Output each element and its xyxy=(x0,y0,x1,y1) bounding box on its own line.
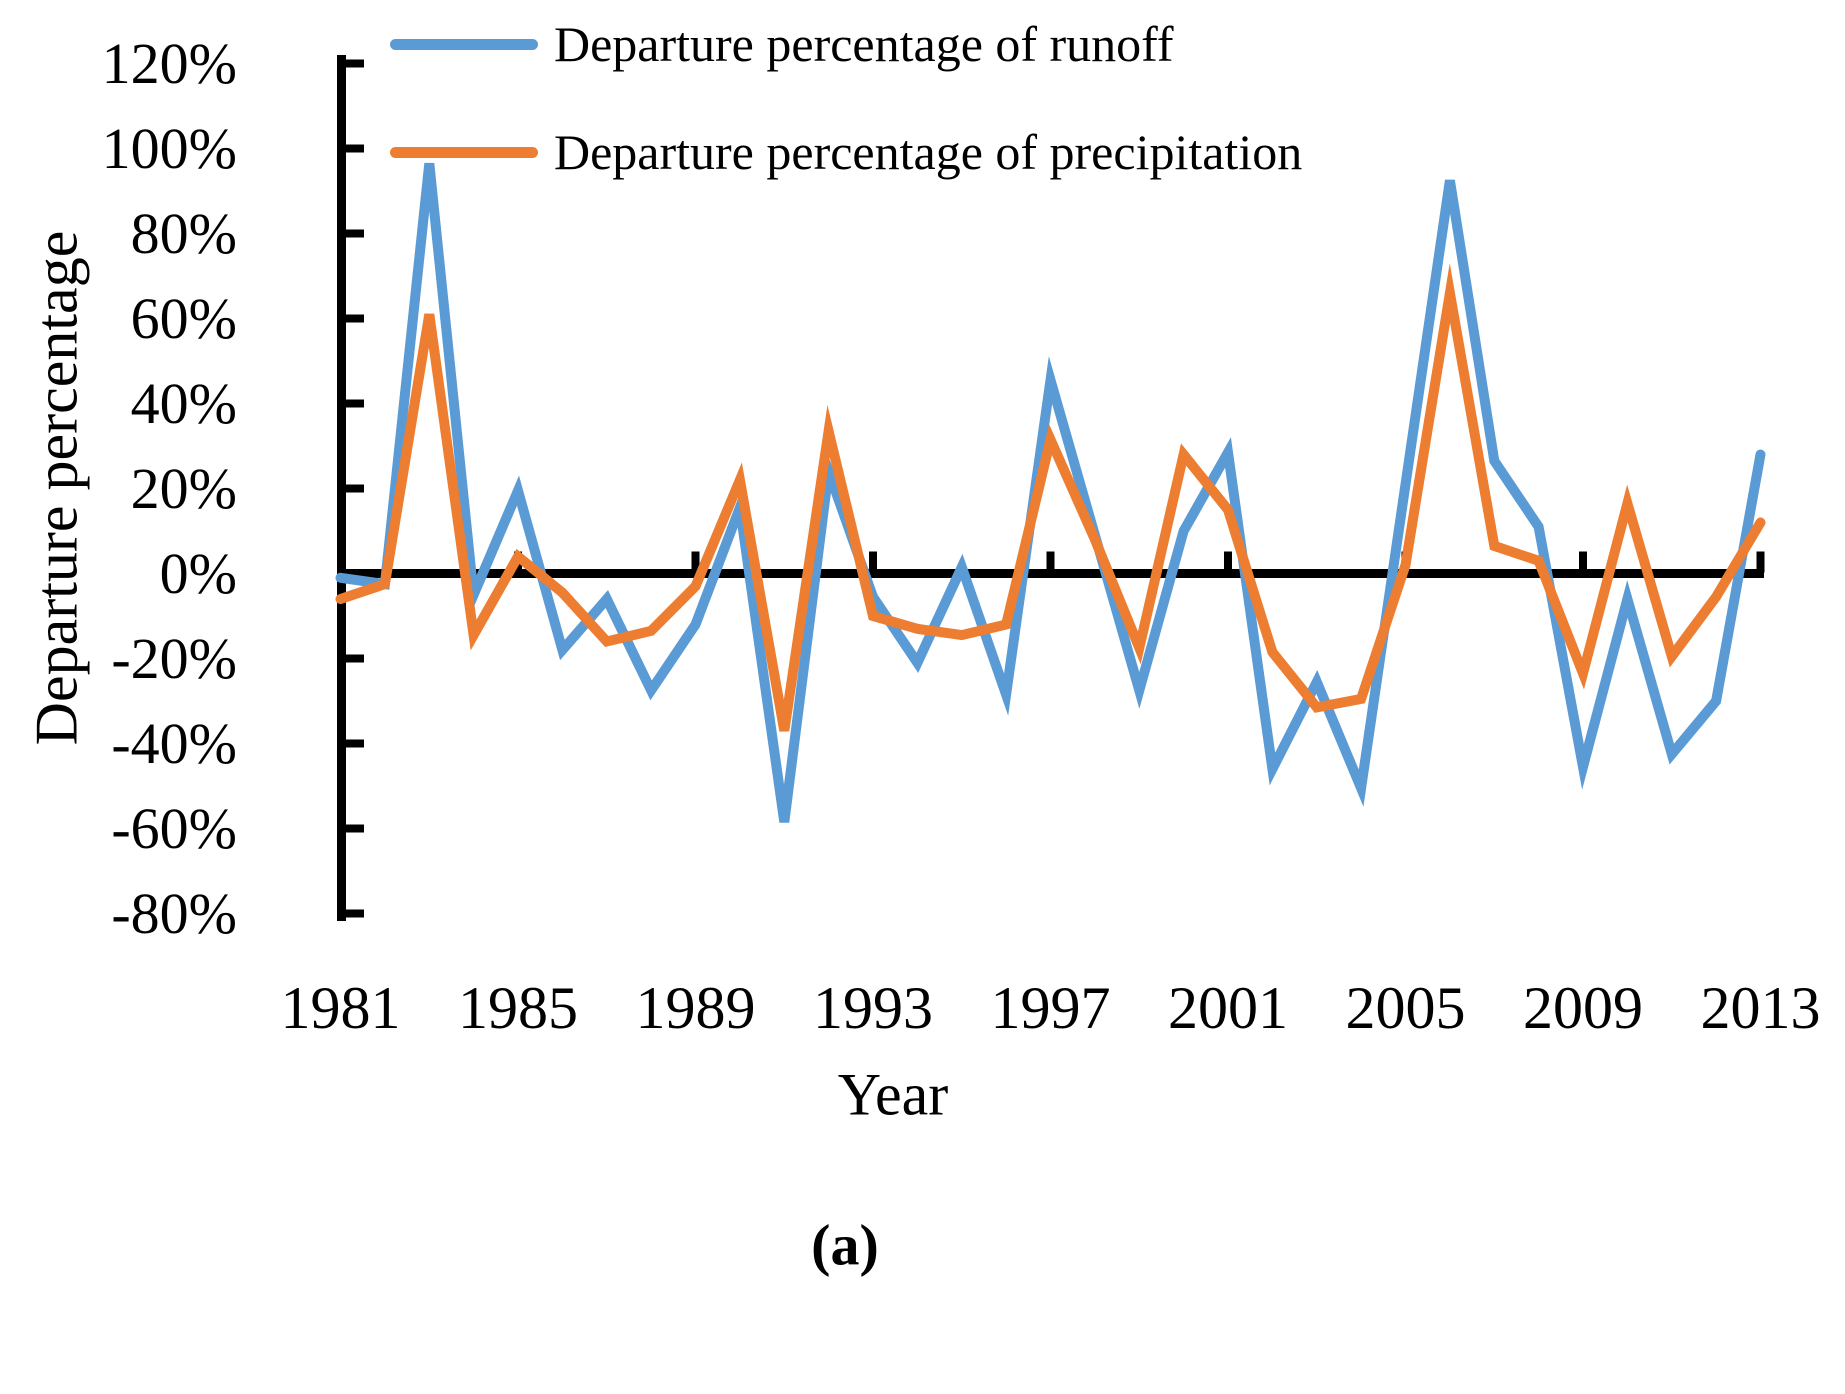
y-axis: 120% 100% 80% 60% 40% 20% 0% -20% -40% -60% -80% xyxy=(102,31,364,946)
runoff-series-line xyxy=(335,162,1766,823)
y-tick-label: -60% xyxy=(111,796,237,861)
runoff-legend-label: Departure percentage of runoff xyxy=(554,16,1174,72)
x-tick-label: 1985 xyxy=(458,975,578,1041)
y-tick-label: 120% xyxy=(102,31,237,96)
legend-item-precipitation: Departure percentage of precipitation xyxy=(390,122,1302,182)
figure-caption: (a) xyxy=(811,1212,879,1278)
x-tick-label: 1981 xyxy=(281,975,401,1041)
precipitation-series-line xyxy=(335,263,1766,732)
x-tick-label: 2013 xyxy=(1701,975,1821,1041)
y-axis-title: Departure percentage xyxy=(23,230,90,746)
y-tick-label: -20% xyxy=(111,626,237,691)
y-tick-label: -40% xyxy=(111,711,237,776)
y-tick-label: -80% xyxy=(111,881,237,946)
y-tick-label: 40% xyxy=(131,371,237,436)
x-tick-label: 1993 xyxy=(813,975,933,1041)
x-tick-label: 1997 xyxy=(991,975,1111,1041)
y-tick-label: 80% xyxy=(131,201,237,266)
precipitation-legend-swatch xyxy=(390,146,538,158)
runoff-legend-swatch xyxy=(390,38,538,50)
x-tick-label: 1989 xyxy=(636,975,756,1041)
y-tick-label: 100% xyxy=(102,116,237,181)
x-tick-label: 2001 xyxy=(1168,975,1288,1041)
x-axis: 1981 1985 1989 1993 1997 2001 2005 2009 2013 xyxy=(281,551,1821,1041)
x-axis-title: Year xyxy=(837,1061,949,1128)
precipitation-legend-label: Departure percentage of precipitation xyxy=(554,124,1303,180)
x-tick-label: 2009 xyxy=(1523,975,1643,1041)
legend-item-runoff: Departure percentage of runoff xyxy=(390,14,1174,74)
y-tick-label: 60% xyxy=(131,286,237,351)
x-tick-label: 2005 xyxy=(1346,975,1466,1041)
y-tick-label: 20% xyxy=(131,456,237,521)
y-tick-label: 0% xyxy=(160,541,237,606)
